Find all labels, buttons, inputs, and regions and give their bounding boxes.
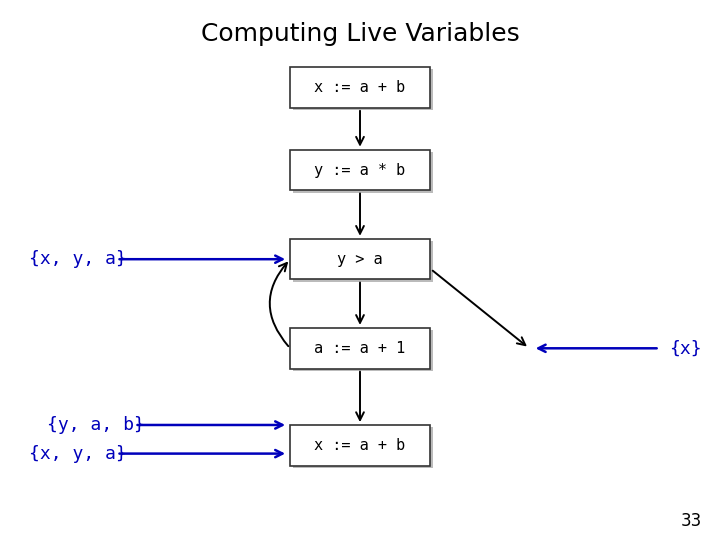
Text: a := a + 1: a := a + 1	[315, 341, 405, 356]
FancyBboxPatch shape	[289, 328, 430, 368]
FancyBboxPatch shape	[292, 428, 433, 468]
Text: 33: 33	[680, 512, 702, 530]
Text: x := a + b: x := a + b	[315, 438, 405, 453]
FancyBboxPatch shape	[289, 239, 430, 280]
FancyBboxPatch shape	[289, 150, 430, 190]
FancyBboxPatch shape	[289, 426, 430, 465]
Text: {x, y, a}: {x, y, a}	[29, 444, 127, 463]
FancyBboxPatch shape	[292, 70, 433, 110]
Text: {y, a, b}: {y, a, b}	[47, 416, 145, 434]
Text: y > a: y > a	[337, 252, 383, 267]
FancyBboxPatch shape	[292, 330, 433, 370]
FancyBboxPatch shape	[292, 241, 433, 281]
Text: {x, y, a}: {x, y, a}	[29, 250, 127, 268]
FancyBboxPatch shape	[289, 68, 430, 108]
Text: Computing Live Variables: Computing Live Variables	[201, 22, 519, 45]
Text: x := a + b: x := a + b	[315, 80, 405, 95]
FancyBboxPatch shape	[292, 152, 433, 192]
Text: {x}: {x}	[670, 339, 702, 357]
Text: y := a * b: y := a * b	[315, 163, 405, 178]
